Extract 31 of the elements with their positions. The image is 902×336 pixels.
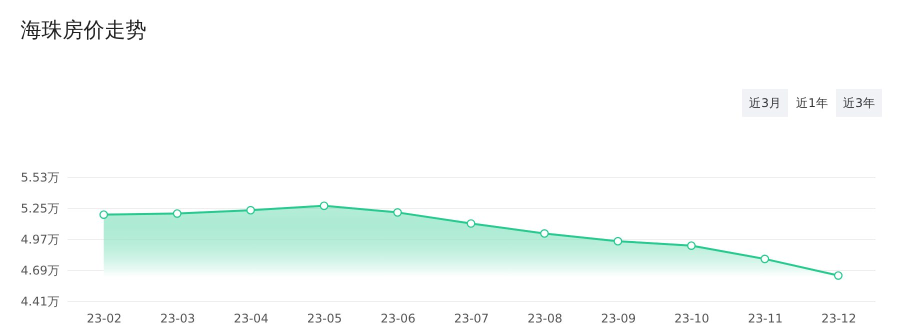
chart-title: 海珠房价走势 (20, 18, 146, 42)
y-tick-label: 4.69万 (20, 264, 60, 278)
y-tick-label: 5.53万 (20, 170, 60, 184)
x-tick-label: 23-08 (528, 312, 562, 326)
y-tick-label: 4.41万 (20, 294, 60, 308)
x-tick-label: 23-12 (821, 312, 856, 326)
x-tick-label: 23-07 (454, 312, 489, 326)
point (320, 201, 328, 210)
x-tick-label: 23-06 (380, 312, 416, 326)
point (99, 210, 108, 219)
x-tick-label: 23-10 (674, 312, 710, 326)
text: 近1年 (796, 96, 828, 110)
x-tick-label: 23-04 (234, 312, 269, 326)
point (393, 208, 402, 217)
point (834, 271, 843, 280)
x-tick-label: 23-11 (748, 312, 783, 326)
y-tick-label: 5.25万 (20, 202, 60, 216)
point (172, 209, 182, 218)
x-tick-label: 23-09 (600, 312, 636, 326)
y-tick-label: 4.97万 (20, 232, 60, 246)
text: 近3月 (749, 96, 781, 110)
x-tick-label: 23-02 (86, 312, 122, 326)
point (540, 229, 549, 238)
point (614, 236, 622, 246)
point (246, 206, 255, 215)
point (760, 254, 770, 264)
point (687, 241, 696, 250)
point (466, 219, 476, 228)
x-tick-label: 23-03 (160, 312, 196, 326)
x-tick-label: 23-05 (307, 312, 342, 326)
text: 近3年 (843, 96, 875, 110)
